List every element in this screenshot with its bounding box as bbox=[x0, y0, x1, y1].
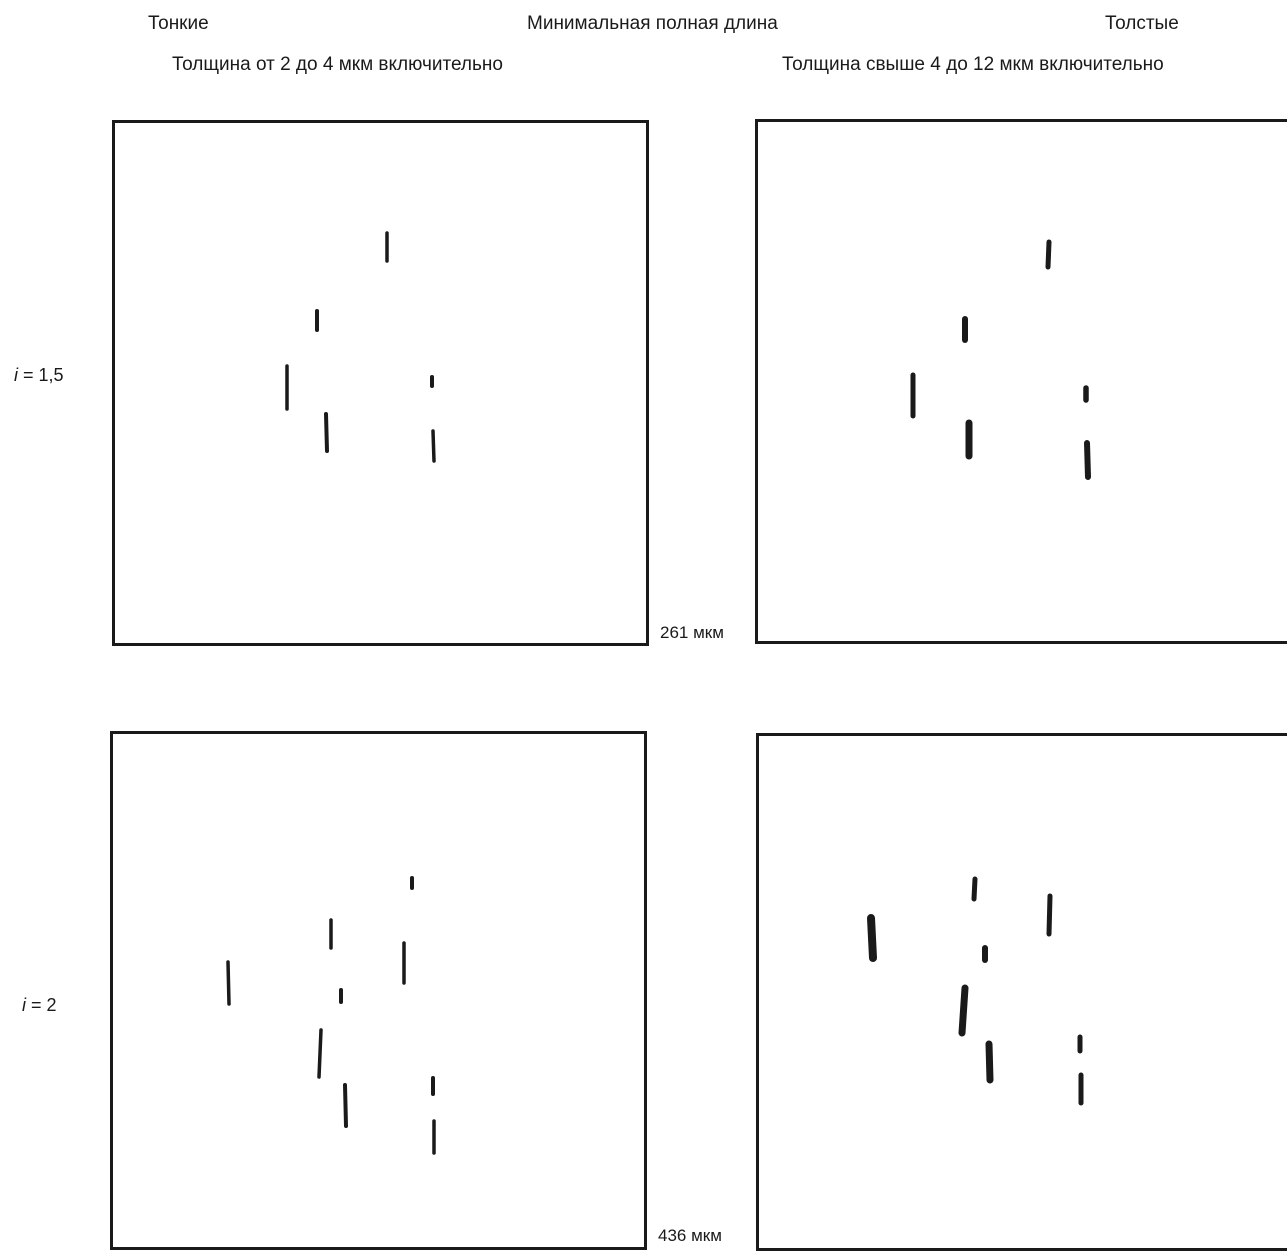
fibre-mark bbox=[1046, 893, 1053, 937]
fibre-group-thick-row1 bbox=[910, 239, 1091, 480]
panel-thin-row2 bbox=[110, 731, 647, 1250]
panel-thick-row1 bbox=[755, 119, 1287, 644]
row-label-2-value: = 2 bbox=[31, 995, 57, 1015]
thick-column-title: Толстые bbox=[1105, 13, 1179, 34]
scale-label-row1: 261 мкм bbox=[660, 623, 724, 642]
fibre-mark bbox=[317, 1028, 323, 1079]
fibre-mark bbox=[958, 984, 969, 1037]
fibre-mark bbox=[867, 914, 877, 962]
fibre-group-thin-row2 bbox=[226, 876, 436, 1155]
chart-title: Минимальная полная длина bbox=[527, 13, 778, 34]
fibre-mark bbox=[985, 1040, 994, 1084]
scale-label-row2: 436 мкм bbox=[658, 1226, 722, 1245]
fibre-mark bbox=[431, 429, 436, 463]
fibre-group-thin-row1 bbox=[285, 231, 436, 463]
thin-column-title: Тонкие bbox=[148, 13, 209, 34]
fibre-mark bbox=[324, 412, 329, 453]
panel-thin-row1 bbox=[112, 120, 649, 646]
row-label-1: i = 1,5 bbox=[14, 366, 64, 384]
fibre-mark bbox=[343, 1083, 348, 1128]
fibre-mark bbox=[1084, 440, 1091, 480]
fibre-mark bbox=[1045, 239, 1052, 270]
row-label-1-variable: i bbox=[14, 365, 18, 385]
panel-thick-row2 bbox=[756, 733, 1287, 1251]
row-label-2-variable: i bbox=[22, 995, 26, 1015]
thick-thickness-subtitle: Толщина свыше 4 до 12 мкм включительно bbox=[782, 54, 1164, 75]
row-label-1-value: = 1,5 bbox=[23, 365, 64, 385]
fibre-group-thick-row2 bbox=[867, 876, 1084, 1106]
fibre-mark bbox=[971, 876, 978, 902]
fibre-mark bbox=[226, 960, 231, 1006]
row-label-2: i = 2 bbox=[22, 996, 57, 1014]
thin-thickness-subtitle: Толщина от 2 до 4 мкм включительно bbox=[172, 54, 503, 75]
